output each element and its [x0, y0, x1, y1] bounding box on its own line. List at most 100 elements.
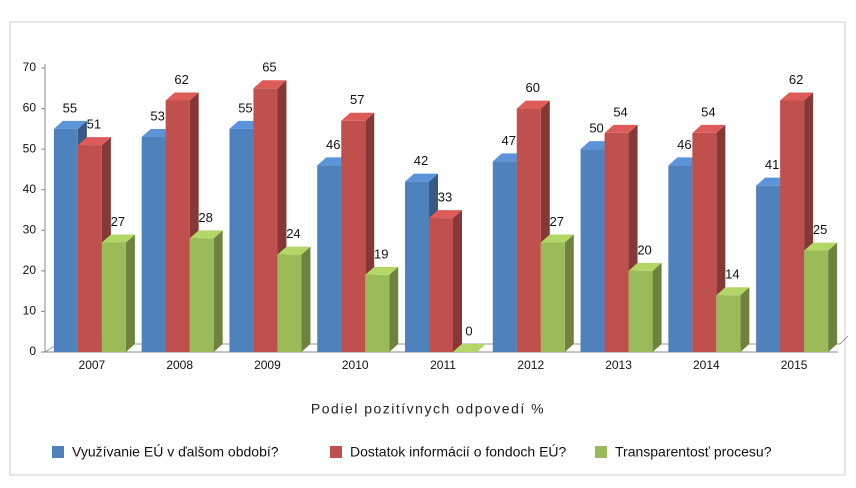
- bar: [492, 161, 517, 352]
- bar-top: [277, 246, 311, 255]
- bar-top: [53, 120, 87, 129]
- y-tick-label: 10: [23, 304, 37, 318]
- x-tick-label: 2012: [517, 358, 544, 372]
- bar: [692, 132, 717, 352]
- bar-side: [652, 262, 662, 352]
- bar: [628, 270, 653, 352]
- x-tick-label: 2010: [342, 358, 369, 372]
- value-label: 20: [637, 242, 651, 257]
- x-axis-title: Podiel pozitívnych odpovedí %: [311, 401, 545, 417]
- bar: [229, 128, 254, 352]
- value-label: 50: [589, 121, 603, 136]
- value-label: 55: [238, 100, 252, 115]
- value-label: 28: [198, 210, 212, 225]
- bar-top: [429, 210, 462, 219]
- bar-top: [716, 287, 750, 296]
- bar: [253, 88, 278, 353]
- x-tick-label: 2011: [430, 358, 456, 372]
- bar: [668, 165, 693, 352]
- x-tick-label: 2007: [79, 358, 106, 372]
- bar-top: [604, 124, 638, 133]
- bar: [101, 242, 126, 352]
- x-tick-label: 2008: [166, 358, 193, 372]
- bar-top: [253, 80, 287, 89]
- bar-side: [125, 234, 135, 352]
- value-label: 62: [174, 72, 188, 87]
- bar-top: [101, 234, 135, 243]
- legend-label: Transparentosť procesu?: [615, 444, 772, 460]
- bar-top: [628, 262, 662, 271]
- bar-top: [405, 173, 438, 182]
- bar: [516, 108, 541, 352]
- y-tick-label: 20: [23, 263, 37, 277]
- bar-side: [389, 266, 399, 352]
- value-label: 0: [465, 323, 472, 338]
- y-tick-label: 0: [29, 344, 36, 358]
- value-label: 57: [350, 92, 364, 107]
- bar: [429, 218, 453, 352]
- x-tick-label: 2015: [781, 358, 808, 372]
- value-label: 41: [765, 157, 779, 172]
- bar: [580, 149, 605, 352]
- value-label: 55: [63, 100, 77, 115]
- y-tick-label: 50: [23, 141, 37, 155]
- bar-top: [692, 124, 726, 133]
- value-label: 27: [550, 214, 564, 229]
- value-label: 27: [111, 214, 125, 229]
- bar: [165, 100, 190, 352]
- legend-label: Dostatok informácií o fondoch EÚ?: [350, 444, 567, 460]
- bar-top: [780, 92, 814, 101]
- value-label: 53: [150, 108, 164, 123]
- bar-top: [804, 242, 838, 251]
- bar: [540, 242, 565, 352]
- bar: [405, 181, 429, 352]
- x-tick-label: 2009: [254, 358, 281, 372]
- value-label: 25: [813, 222, 827, 237]
- bar: [756, 185, 781, 352]
- value-label: 19: [374, 246, 388, 261]
- bar-top: [341, 112, 375, 121]
- bar-top: [189, 230, 223, 239]
- value-label: 47: [502, 133, 516, 148]
- bar-side: [740, 287, 750, 352]
- value-label: 42: [414, 153, 428, 168]
- bar: [277, 254, 302, 352]
- bar-side: [301, 246, 311, 352]
- bar-top: [165, 92, 199, 101]
- bar: [317, 165, 342, 352]
- bar: [716, 295, 741, 352]
- value-label: 51: [87, 117, 101, 132]
- bar-side: [564, 234, 574, 352]
- value-label: 62: [789, 72, 803, 87]
- bar: [141, 136, 166, 352]
- y-tick-label: 60: [23, 101, 37, 115]
- legend-swatch: [595, 446, 607, 458]
- bar-top: [365, 266, 399, 275]
- y-tick-label: 70: [23, 60, 37, 74]
- legend-label: Využívanie EÚ v ďalšom období?: [72, 444, 279, 460]
- legend-swatch: [330, 446, 342, 458]
- value-label: 24: [286, 226, 300, 241]
- bar: [53, 128, 78, 352]
- value-label: 46: [677, 137, 691, 152]
- x-tick-label: 2013: [605, 358, 632, 372]
- bar: [365, 274, 390, 352]
- value-label: 54: [613, 104, 627, 119]
- x-tick-label: 2014: [693, 358, 720, 372]
- bar: [77, 145, 102, 352]
- y-tick-label: 40: [23, 182, 37, 196]
- value-label: 54: [701, 104, 715, 119]
- value-label: 60: [526, 80, 540, 95]
- bar-top: [453, 344, 486, 352]
- legend-swatch: [52, 446, 64, 458]
- y-tick-label: 30: [23, 222, 37, 236]
- value-label: 14: [725, 267, 739, 282]
- value-label: 65: [262, 60, 276, 75]
- bar-top: [540, 234, 574, 243]
- bar-side: [453, 210, 462, 352]
- value-label: 33: [438, 190, 452, 205]
- bar-side: [213, 230, 223, 352]
- bar: [604, 132, 629, 352]
- bar-top: [516, 100, 550, 109]
